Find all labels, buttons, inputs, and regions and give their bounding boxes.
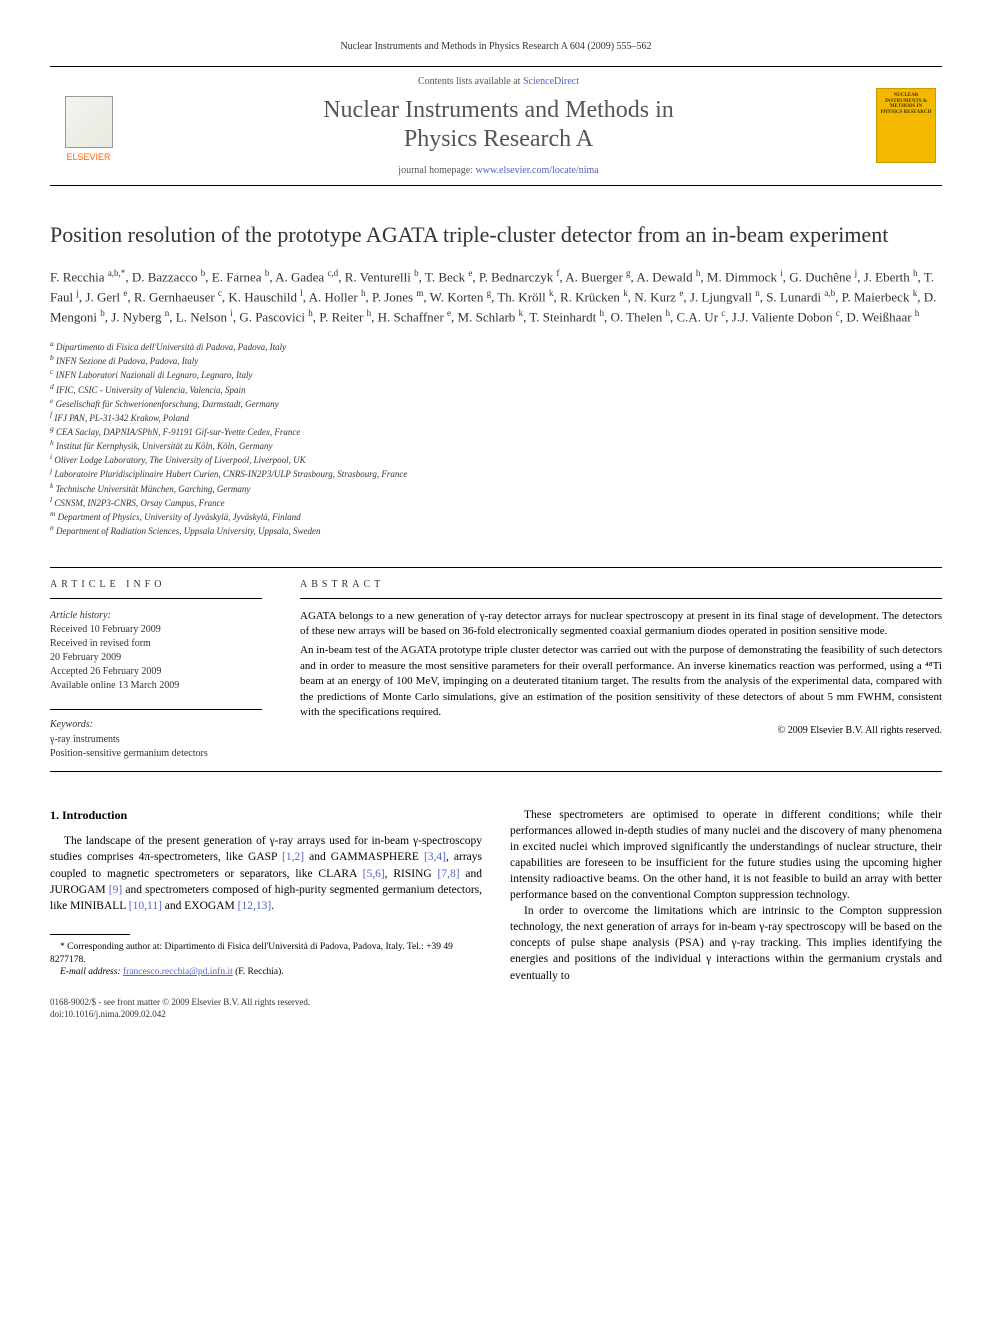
keyword-item: Position-sensitive germanium detectors <box>50 747 262 761</box>
history-line: 20 February 2009 <box>50 651 262 665</box>
abstract-p1: AGATA belongs to a new generation of γ-r… <box>300 609 942 640</box>
affiliation-item: e Gesellschaft für Schwerionenforschung,… <box>50 396 942 410</box>
abstract-label: ABSTRACT <box>300 578 942 599</box>
article-info-label: ARTICLE INFO <box>50 578 262 599</box>
citation-ref[interactable]: [1,2] <box>282 851 304 863</box>
column-left: 1. Introduction The landscape of the pre… <box>50 807 482 1021</box>
intro-p2: These spectrometers are optimised to ope… <box>510 807 942 904</box>
affiliation-item: n Department of Radiation Sciences, Upps… <box>50 523 942 537</box>
sciencedirect-link[interactable]: ScienceDirect <box>523 76 579 87</box>
homepage-link[interactable]: www.elsevier.com/locate/nima <box>476 165 599 176</box>
history-line: Received 10 February 2009 <box>50 623 262 637</box>
citation-ref[interactable]: [7,8] <box>438 868 460 880</box>
elsevier-tree-icon <box>65 96 113 148</box>
intro-p3: In order to overcome the limitations whi… <box>510 903 942 983</box>
affiliation-item: m Department of Physics, University of J… <box>50 509 942 523</box>
citation-ref[interactable]: [12,13] <box>238 900 272 912</box>
citation-ref[interactable]: [10,11] <box>129 900 162 912</box>
section-heading-intro: 1. Introduction <box>50 807 482 824</box>
body-columns: 1. Introduction The landscape of the pre… <box>50 807 942 1021</box>
front-matter-line: 0168-9002/$ - see front matter © 2009 El… <box>50 997 482 1009</box>
history-line: Accepted 26 February 2009 <box>50 665 262 679</box>
contents-prefix: Contents lists available at <box>418 76 523 87</box>
affiliation-item: l CSNSM, IN2P3-CNRS, Orsay Campus, Franc… <box>50 495 942 509</box>
doi-line: doi:10.1016/j.nima.2009.02.042 <box>50 1009 482 1021</box>
corresponding-footnote: * Corresponding author at: Dipartimento … <box>50 941 482 967</box>
history-line: Received in revised form <box>50 637 262 651</box>
intro-p1: The landscape of the present generation … <box>50 833 482 913</box>
article-title: Position resolution of the prototype AGA… <box>50 221 942 249</box>
running-head: Nuclear Instruments and Methods in Physi… <box>50 40 942 54</box>
email-footnote: E-mail address: francesco.recchia@pd.inf… <box>50 966 482 979</box>
abstract-copyright: © 2009 Elsevier B.V. All rights reserved… <box>300 724 942 738</box>
journal-cover-thumb: NUCLEAR INSTRUMENTS & METHODS IN PHYSICS… <box>876 88 936 163</box>
journal-homepage: journal homepage: www.elsevier.com/locat… <box>121 164 876 178</box>
affiliation-item: g CEA Saclay, DAPNIA/SPhN, F-91191 Gif-s… <box>50 424 942 438</box>
citation-ref[interactable]: [5,6] <box>363 868 385 880</box>
affiliation-item: d IFIC, CSIC - University of Valencia, V… <box>50 382 942 396</box>
article-history: Article history: Received 10 February 20… <box>50 609 262 693</box>
elsevier-logo: ELSEVIER <box>56 88 121 163</box>
authors-list: F. Recchia a,b,*, D. Bazzacco b, E. Farn… <box>50 267 942 328</box>
keywords: Keywords: γ-ray instrumentsPosition-sens… <box>50 709 262 761</box>
affiliation-item: k Technische Universität München, Garchi… <box>50 481 942 495</box>
affiliation-item: c INFN Laboratori Nazionali di Legnaro, … <box>50 367 942 381</box>
abstract: ABSTRACT AGATA belongs to a new generati… <box>280 568 942 771</box>
affiliations-list: a Dipartimento di Fisica dell'Università… <box>50 339 942 537</box>
elsevier-label: ELSEVIER <box>66 151 110 163</box>
affiliation-item: j Laboratoire Pluridisciplinaire Hubert … <box>50 466 942 480</box>
article-info: ARTICLE INFO Article history: Received 1… <box>50 568 280 771</box>
affiliation-item: i Oliver Lodge Laboratory, The Universit… <box>50 452 942 466</box>
affiliation-item: b INFN Sezione di Padova, Padova, Italy <box>50 353 942 367</box>
corresponding-email[interactable]: francesco.recchia@pd.infn.it <box>123 967 233 977</box>
affiliation-item: a Dipartimento di Fisica dell'Università… <box>50 339 942 353</box>
column-right: These spectrometers are optimised to ope… <box>510 807 942 1021</box>
history-line: Available online 13 March 2009 <box>50 679 262 693</box>
affiliation-item: h Institut für Kernphysik, Universität z… <box>50 438 942 452</box>
citation-ref[interactable]: [3,4] <box>424 851 446 863</box>
journal-title: Nuclear Instruments and Methods in Physi… <box>121 96 876 154</box>
journal-banner: ELSEVIER Contents lists available at Sci… <box>50 66 942 187</box>
contents-available: Contents lists available at ScienceDirec… <box>121 75 876 89</box>
citation-ref[interactable]: [9] <box>109 884 122 896</box>
page-footer: 0168-9002/$ - see front matter © 2009 El… <box>50 997 482 1020</box>
abstract-p2: An in-beam test of the AGATA prototype t… <box>300 643 942 720</box>
affiliation-item: f IFJ PAN, PL-31-342 Krakow, Poland <box>50 410 942 424</box>
keyword-item: γ-ray instruments <box>50 733 262 747</box>
footnote-separator <box>50 934 130 935</box>
